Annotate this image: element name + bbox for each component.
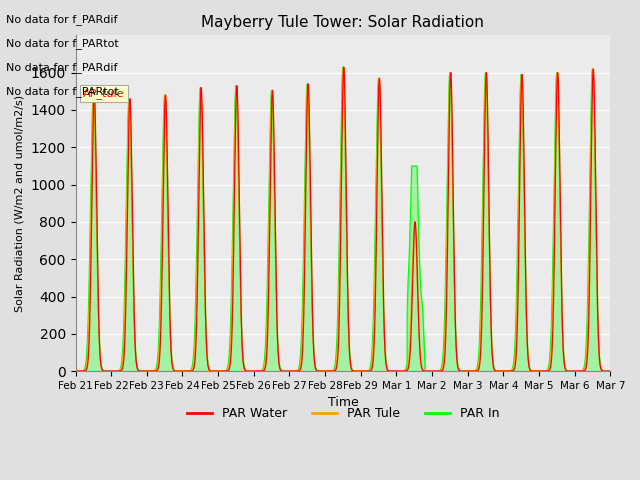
PAR In (72, 368, 79, 374)
PAR In (355, 368, 362, 374)
Text: No data for f_PARtot: No data for f_PARtot (6, 38, 119, 49)
Line: PAR Tule: PAR Tule (76, 67, 611, 371)
PAR Water (355, 368, 362, 374)
PAR Water (130, 294, 138, 300)
PAR Tule (355, 368, 362, 374)
PAR Water (89, 150, 97, 156)
PAR Tule (200, 232, 208, 238)
PAR Water (72, 368, 79, 374)
PAR Water (340, 64, 348, 70)
PAR Water (535, 368, 543, 374)
PAR In (535, 368, 543, 374)
PAR In (200, 240, 208, 246)
PAR Tule (89, 119, 97, 125)
Legend: PAR Water, PAR Tule, PAR In: PAR Water, PAR Tule, PAR In (182, 402, 504, 425)
PAR In (89, 101, 97, 107)
PAR Tule (130, 300, 138, 306)
PAR Water (200, 216, 208, 222)
PAR Water (189, 368, 196, 373)
X-axis label: Time: Time (328, 396, 358, 409)
Line: PAR In: PAR In (76, 67, 611, 371)
PAR Tule (189, 365, 196, 371)
Text: AP_tule: AP_tule (83, 88, 125, 99)
PAR Tule (72, 368, 79, 374)
PAR Water (607, 368, 614, 374)
Y-axis label: Solar Radiation (W/m2 and umol/m2/s): Solar Radiation (W/m2 and umol/m2/s) (15, 95, 25, 312)
PAR In (130, 302, 138, 308)
PAR In (339, 64, 347, 70)
PAR Tule (339, 64, 347, 70)
PAR In (189, 359, 196, 365)
Text: No data for f_PARdif: No data for f_PARdif (6, 14, 118, 25)
Title: Mayberry Tule Tower: Solar Radiation: Mayberry Tule Tower: Solar Radiation (202, 15, 484, 30)
PAR In (607, 368, 614, 374)
PAR Tule (535, 368, 543, 374)
Text: No data for f_PARdif: No data for f_PARdif (6, 62, 118, 73)
Line: PAR Water: PAR Water (76, 67, 611, 371)
Text: No data for f_PARtot: No data for f_PARtot (6, 86, 119, 97)
PAR Tule (607, 368, 614, 374)
